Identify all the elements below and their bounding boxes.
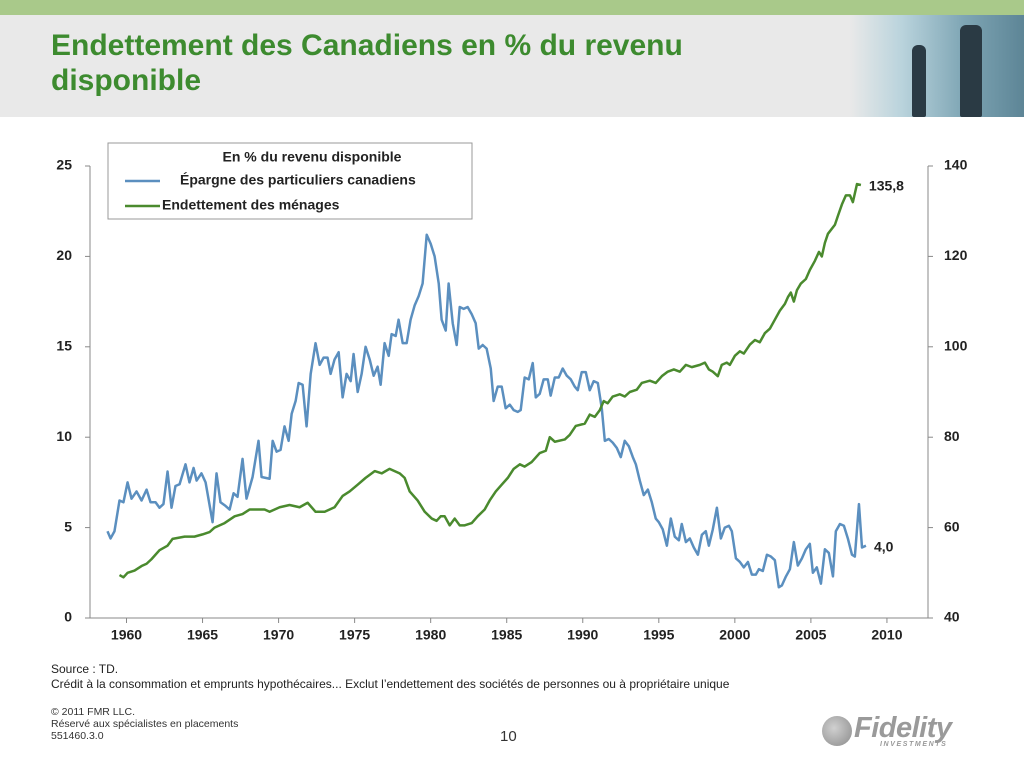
- x-tick-label: 1980: [415, 627, 446, 643]
- y-tick-label: 0: [64, 609, 72, 625]
- figure: [960, 25, 982, 117]
- y-tick-label: 5: [64, 518, 72, 534]
- logo: Fidelity INVESTMENTS: [822, 712, 982, 752]
- copyright: © 2011 FMR LLC.: [51, 706, 135, 718]
- x-tick-label: 2005: [795, 627, 826, 643]
- y2-tick-label: 100: [944, 338, 968, 354]
- legend-title: En % du revenu disponible: [223, 149, 402, 165]
- x-tick-label: 1960: [111, 627, 142, 643]
- x-tick-label: 1985: [491, 627, 522, 643]
- logo-subtitle: INVESTMENTS: [880, 741, 948, 748]
- logo-mark: [822, 716, 852, 746]
- top-stripe: [0, 0, 1024, 15]
- page-number: 10: [500, 728, 517, 745]
- y-tick-label: 20: [56, 247, 72, 263]
- legend-box: [107, 142, 473, 220]
- x-tick-label: 1970: [263, 627, 294, 643]
- logo-word: Fidelity: [854, 712, 952, 744]
- y2-tick-label: 140: [944, 157, 968, 173]
- y-tick-label: 25: [56, 157, 72, 173]
- chart: 0 5 10 15 20 25 40 60 80 100 120 140 1960 1965 1970 197…: [56, 142, 968, 643]
- y2-tick-label: 120: [944, 247, 968, 263]
- x-tick-label: 2000: [719, 627, 750, 643]
- y-tick-label: 15: [56, 338, 72, 354]
- source-note: Source : TD.: [51, 662, 119, 676]
- header-photo: [850, 15, 1024, 117]
- x-tick-label: 1990: [567, 627, 598, 643]
- legend-label: Épargne des particuliers canadiens: [180, 172, 416, 188]
- legend-label: Endettement des ménages: [162, 197, 340, 213]
- series-line: [118, 182, 862, 579]
- x-tick-label: 2010: [871, 627, 902, 643]
- y2-tick-label: 60: [944, 518, 960, 534]
- y2-tick-label: 80: [944, 428, 960, 444]
- series-line: [106, 233, 867, 589]
- document-code: 551460.3.0: [51, 730, 104, 742]
- x-tick-label: 1995: [643, 627, 674, 643]
- figure: [912, 45, 926, 117]
- disclaimer: Réservé aux spécialistes en placements: [51, 718, 239, 730]
- x-tick-label: 1965: [187, 627, 218, 643]
- y-tick-label: 10: [56, 428, 72, 444]
- y2-tick-label: 40: [944, 609, 960, 625]
- footnote: Crédit à la consommation et emprunts hyp…: [51, 677, 730, 691]
- slide-title: Endettement des Canadiens en % du revenu…: [51, 29, 683, 97]
- end-label: 4,0: [874, 538, 894, 554]
- x-tick-label: 1975: [339, 627, 370, 643]
- end-label: 135,8: [869, 178, 904, 194]
